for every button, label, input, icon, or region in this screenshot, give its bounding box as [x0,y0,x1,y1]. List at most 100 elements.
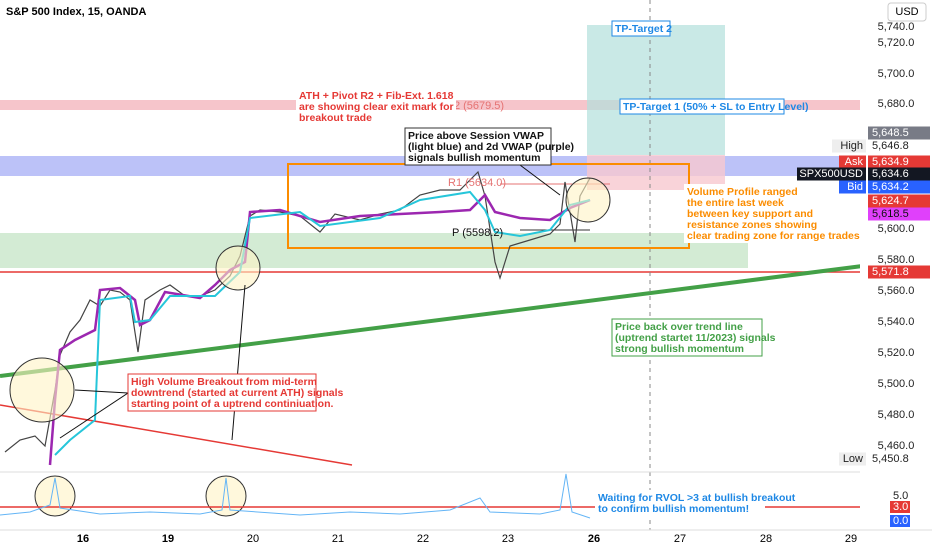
rvol-label-box [890,490,910,502]
annotation-text: between key support and [687,208,813,220]
price-tick: 5,560.0 [878,285,915,297]
arrow [74,389,129,394]
annotation-box [127,373,317,412]
price-label-box [868,194,930,208]
annotation-box [611,20,671,37]
price-label-box [868,265,930,279]
price-tag: Bid [847,181,863,193]
price-label-box [868,126,930,140]
annotation-text: (uptrend startet 11/2023) signals [615,332,776,344]
date-label: 21 [332,533,344,545]
price-tick: 5,520.0 [878,347,915,359]
annotation-text: starting point of a uptrend continiuatio… [131,398,333,410]
session-vwap [54,190,591,456]
highlight-circle [34,475,76,517]
price-tag-box [839,155,866,169]
arrow [59,392,129,439]
date-label: 26 [588,533,600,545]
target-area [587,25,725,155]
price-tick: 5,540.0 [878,316,915,328]
annotation-text: signals bullish momentum [408,152,540,164]
date-label: 23 [502,533,514,545]
price-label: 5,571.8 [872,266,909,278]
annotation-text: to confirm bullish momentum! [598,503,749,515]
support-zone [0,233,748,268]
price-tick: 5,740.0 [878,21,915,33]
rvol-label: 5.0 [893,490,908,502]
date-label: 19 [162,533,174,545]
price-label: 5,634.6 [872,168,909,180]
annotation-text: High Volume Breakout from mid-term [131,376,317,388]
annotation-box [684,184,836,243]
price-label-box [868,452,930,466]
annotation-text: are showing clear exit mark for [299,101,454,113]
price-label-box [868,139,930,153]
annotation-text: Price above Session VWAP [408,130,544,142]
price-tag: High [840,140,863,152]
rvol-label-box [890,515,910,527]
annotation-text: the entire last week [687,197,784,209]
annotation-text: clear trading zone for range trades [687,230,860,242]
price-tick: 5,720.0 [878,37,915,49]
annotation-text: Waiting for RVOL >3 at bullish breakout [598,492,796,504]
annotation-text: TP-Target 2 [615,23,672,35]
price-tag: Ask [845,156,864,168]
r2-label: R2 (5679.5) [446,100,504,112]
highlight-circle [215,245,261,291]
rvol-line [0,473,591,519]
price-tick: 5,700.0 [878,68,915,80]
price-label: 5,618.5 [872,208,909,220]
date-label: 16 [77,533,89,545]
price-tick: 5,580.0 [878,254,915,266]
price-label: 5,624.7 [872,195,909,207]
price-tag-box [839,180,866,194]
price-tick: 5,680.0 [878,98,915,110]
arrow [519,164,561,196]
r1-label: R1 (5634.0) [448,177,506,189]
currency: USD [895,6,918,18]
price-label-box [868,207,930,221]
currency-box [887,2,927,22]
price-tick: 5,460.0 [878,440,915,452]
price-tick: 5,480.0 [878,409,915,421]
annotation-text: breakout trade [299,112,372,124]
rvol-label: 3.0 [893,501,908,513]
price-tag-box [839,452,866,466]
highlight-circle [205,475,247,517]
title: S&P 500 Index, 15, OANDA [6,6,146,18]
price-tag: SPX500USD [799,168,863,180]
header: S&P 500 Index, 15, OANDA USD [6,2,927,22]
price-line [4,170,591,453]
annotation-box [619,98,785,115]
annotation-text: ATH + Pivot R2 + Fib-Ext. 1.618 [299,90,454,102]
annotation-text: Volume Profile ranged [687,186,798,198]
price-label: 5,634.9 [872,156,909,168]
annotation-box [611,318,763,357]
annotation-box [296,88,456,125]
price-label: 5,648.5 [872,127,909,139]
highlight-circle [9,357,75,423]
annotation-text: resistance zones showing [687,219,817,231]
price-tick: 5,600.0 [878,223,915,235]
annotation-text: TP-Target 1 (50% + SL to Entry Level) [623,101,808,113]
price-tick: 5,500.0 [878,378,915,390]
price-label: 5,450.8 [872,453,909,465]
trend-line [0,261,887,378]
date-label: 20 [247,533,259,545]
price-tag-box [832,139,866,153]
price-label: 5,634.2 [872,181,909,193]
date-label: 29 [845,533,857,545]
annotation-text: (light blue) and 2d VWAP (purple) [408,141,574,153]
price-label: 5,646.8 [872,140,909,152]
price-tag-box [797,167,866,181]
date-label: 27 [674,533,686,545]
annotation-box [595,490,765,516]
price-label-box [868,155,930,169]
price-axis [860,0,932,530]
annotation-text: Price back over trend line [615,321,743,333]
price-tag: Low [843,453,863,465]
rvol-label: 0.0 [893,515,908,527]
annotation-box [404,127,552,166]
annotation-text: downtrend (started at current ATH) signa… [131,387,344,399]
